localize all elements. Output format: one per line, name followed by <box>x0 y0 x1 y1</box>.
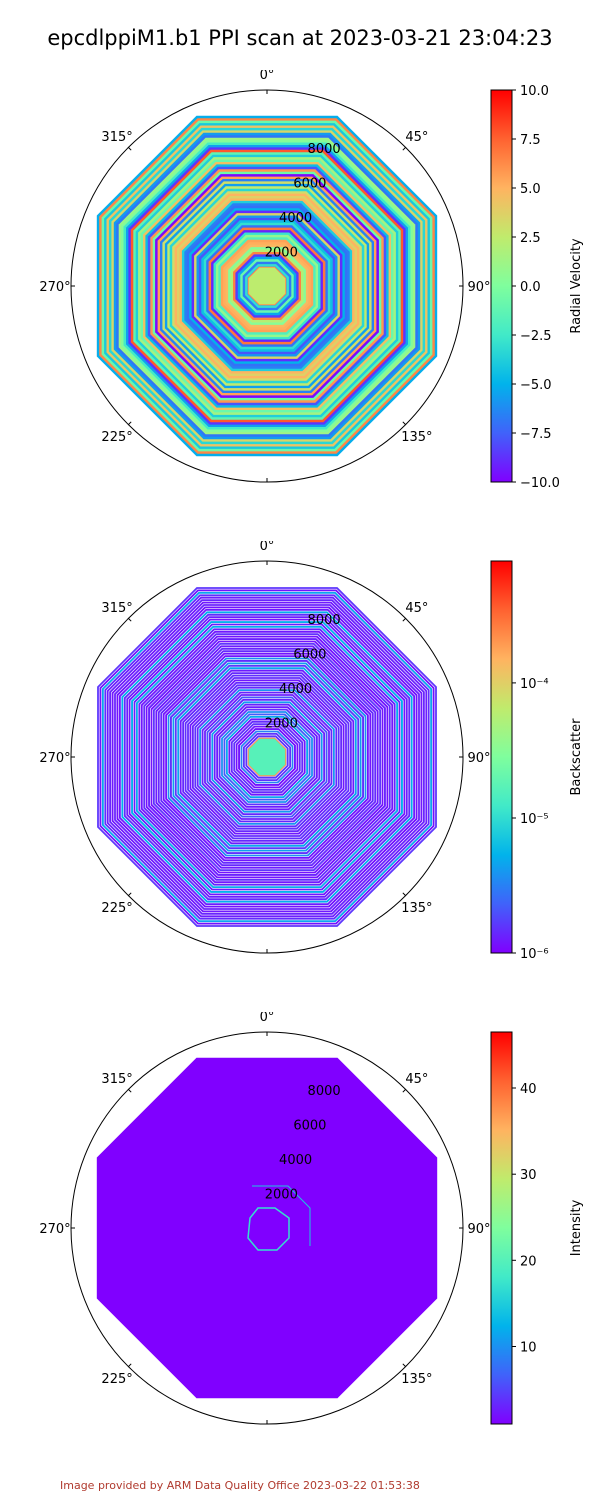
colorbar-label: Intensity <box>569 1199 584 1256</box>
angular-tick-label: 225° <box>101 901 132 916</box>
colorbar-tick-label: 10.0 <box>520 84 549 99</box>
ppi-panel-intensity: 0°45°90°135°180°225°270°315°200040006000… <box>39 1012 584 1425</box>
radial-tick-label: 8000 <box>308 613 341 628</box>
colorbar-tick-label: 7.5 <box>520 133 541 148</box>
scan-ring <box>96 1057 438 1399</box>
radial-tick-label: 6000 <box>293 648 326 663</box>
footer-credit: Image provided by ARM Data Quality Offic… <box>60 1479 420 1492</box>
angular-tick <box>402 1089 406 1093</box>
angular-tick <box>402 618 406 622</box>
angular-tick-label: 270° <box>39 1222 70 1237</box>
colorbar-tick-label: 20 <box>520 1254 537 1269</box>
colorbar-tick-label: −2.5 <box>520 329 552 344</box>
angular-tick-label: 90° <box>467 1222 490 1237</box>
angular-tick <box>128 1363 132 1367</box>
colorbar-label: Radial Velocity <box>569 238 584 334</box>
colorbar-tick-label: 10 <box>520 1341 537 1356</box>
ppi-panel-radial-velocity: 0°45°90°135°180°225°270°315°200040006000… <box>39 70 584 490</box>
angular-tick <box>402 1363 406 1367</box>
colorbar-tick-label: 10⁻⁵ <box>520 812 549 827</box>
radial-tick-label: 2000 <box>265 246 298 261</box>
colorbar <box>490 1031 513 1425</box>
angular-tick-label: 315° <box>101 1072 132 1087</box>
angular-tick-label: 0° <box>260 70 275 83</box>
radial-tick-label: 6000 <box>293 1119 326 1134</box>
ppi-panel-backscatter: 0°45°90°135°180°225°270°315°200040006000… <box>39 541 584 961</box>
scan-sweep <box>96 586 438 928</box>
colorbar-tick-label: 2.5 <box>520 231 541 246</box>
angular-tick-label: 0° <box>260 1012 275 1025</box>
angular-tick-label: 45° <box>405 1072 428 1087</box>
colorbar-tick-label: 40 <box>520 1082 537 1097</box>
center-outline <box>247 1207 290 1251</box>
angular-tick <box>402 147 406 151</box>
colorbar-tick-label: 0.0 <box>520 280 541 295</box>
radial-tick-label: 8000 <box>308 142 341 157</box>
angular-tick-label: 90° <box>467 751 490 766</box>
colorbar-tick-label: 10⁻⁶ <box>520 947 549 961</box>
angular-tick <box>128 1089 132 1093</box>
scan-sweep <box>96 1057 438 1399</box>
angular-tick-label: 270° <box>39 280 70 295</box>
angular-tick <box>402 421 406 425</box>
radial-tick-label: 4000 <box>279 211 312 226</box>
angular-tick-label: 225° <box>101 430 132 445</box>
colorbar-tick-label: 30 <box>520 1168 537 1183</box>
radial-tick-label: 2000 <box>265 717 298 732</box>
scan-core <box>247 266 287 306</box>
colorbar-tick-label: −5.0 <box>520 378 552 393</box>
radial-tick-label: 8000 <box>308 1084 341 1099</box>
radial-tick-label: 2000 <box>265 1188 298 1203</box>
angular-tick-label: 135° <box>401 1372 432 1387</box>
radial-tick-label: 4000 <box>279 1153 312 1168</box>
radial-tick-label: 6000 <box>293 177 326 192</box>
colorbar-tick-label: −7.5 <box>520 427 552 442</box>
angular-tick-label: 90° <box>467 280 490 295</box>
angular-tick-label: 225° <box>101 1372 132 1387</box>
colorbar-tick-label: −10.0 <box>520 476 560 490</box>
angular-tick-label: 315° <box>101 130 132 145</box>
figure-title: epcdlppiM1.b1 PPI scan at 2023-03-21 23:… <box>47 26 553 50</box>
angular-tick-label: 135° <box>401 901 432 916</box>
angular-tick-label: 315° <box>101 601 132 616</box>
angular-tick-label: 0° <box>260 541 275 554</box>
angular-tick-label: 45° <box>405 130 428 145</box>
radial-tick-label: 4000 <box>279 682 312 697</box>
angular-tick-label: 135° <box>401 430 432 445</box>
angular-tick <box>128 618 132 622</box>
angular-tick <box>128 421 132 425</box>
center-outline <box>252 1185 311 1246</box>
colorbar <box>490 89 513 483</box>
colorbar <box>490 560 513 954</box>
angular-tick-label: 45° <box>405 601 428 616</box>
colorbar-tick-label: 5.0 <box>520 182 541 197</box>
angular-tick <box>128 892 132 896</box>
angular-tick <box>128 147 132 151</box>
angular-tick <box>402 892 406 896</box>
colorbar-tick-label: 10⁻⁴ <box>520 677 549 692</box>
angular-tick-label: 270° <box>39 751 70 766</box>
colorbar-label: Backscatter <box>569 718 584 796</box>
scan-core <box>247 737 287 777</box>
scan-sweep <box>96 115 438 457</box>
